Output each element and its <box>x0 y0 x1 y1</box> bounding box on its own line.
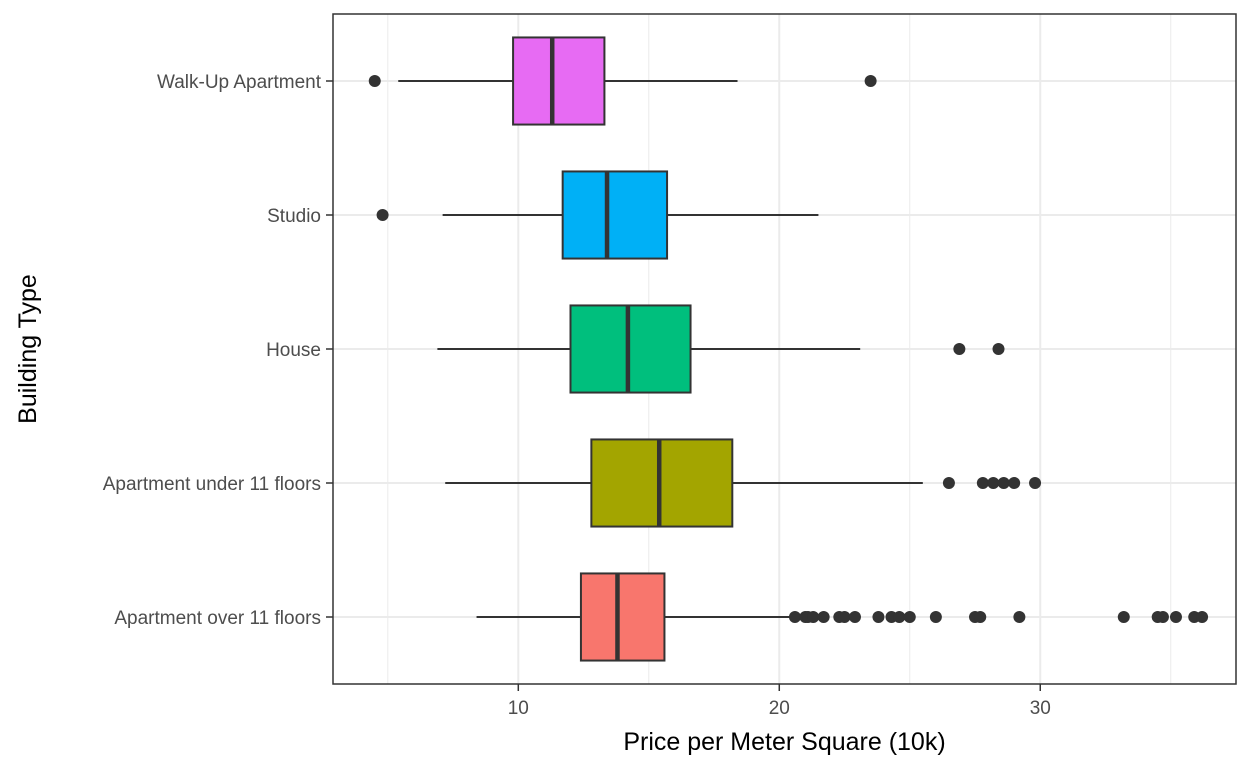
outlier-point <box>976 477 989 489</box>
outlier-point <box>872 611 885 623</box>
outlier-point <box>368 75 381 87</box>
x-tick-label: 30 <box>1030 698 1051 719</box>
outlier-point <box>1169 611 1182 623</box>
outlier-point <box>1008 477 1021 489</box>
y-tick-label: Apartment over 11 floors <box>114 608 321 629</box>
outlier-point <box>817 611 830 623</box>
x-axis-title: Price per Meter Square (10k) <box>623 728 945 756</box>
box-house <box>437 304 1005 394</box>
outlier-point <box>893 611 906 623</box>
outlier-point <box>788 611 801 623</box>
outlier-point <box>807 611 820 623</box>
outlier-point <box>1156 611 1169 623</box>
outlier-point <box>1029 477 1042 489</box>
outlier-point <box>848 611 861 623</box>
outlier-point <box>953 343 966 355</box>
outlier-point <box>1196 611 1209 623</box>
outlier-point <box>838 611 851 623</box>
outlier-point <box>987 477 1000 489</box>
outlier-point <box>1117 611 1130 623</box>
outlier-point <box>997 477 1010 489</box>
interquartile-box <box>579 572 666 662</box>
interquartile-box <box>590 438 734 528</box>
outlier-point <box>942 477 955 489</box>
axes: 10 20 30 Apartment over 11 floors Apartment … <box>103 72 1051 719</box>
plot-area <box>368 36 1209 662</box>
y-axis-title: Building Type <box>14 274 42 424</box>
outlier-point <box>929 611 942 623</box>
x-tick-label: 20 <box>769 698 790 719</box>
y-tick-label: Studio <box>267 206 321 227</box>
y-tick-label: Walk-Up Apartment <box>157 72 322 93</box>
outlier-point <box>974 611 987 623</box>
box-studio <box>376 170 819 260</box>
interquartile-box <box>561 170 669 260</box>
outlier-point <box>1013 611 1026 623</box>
x-tick-label: 10 <box>508 698 529 719</box>
outlier-point <box>376 209 389 221</box>
y-tick-label: Apartment under 11 floors <box>103 474 321 495</box>
box-walk-up-apartment <box>368 36 877 126</box>
box-apartment-over-11-floors <box>476 572 1209 662</box>
outlier-point <box>864 75 877 87</box>
interquartile-box <box>512 36 606 126</box>
box-apartment-under-11-floors <box>445 438 1042 528</box>
interquartile-box <box>569 304 692 394</box>
y-tick-label: House <box>266 340 321 361</box>
outlier-point <box>903 611 916 623</box>
outlier-point <box>992 343 1005 355</box>
